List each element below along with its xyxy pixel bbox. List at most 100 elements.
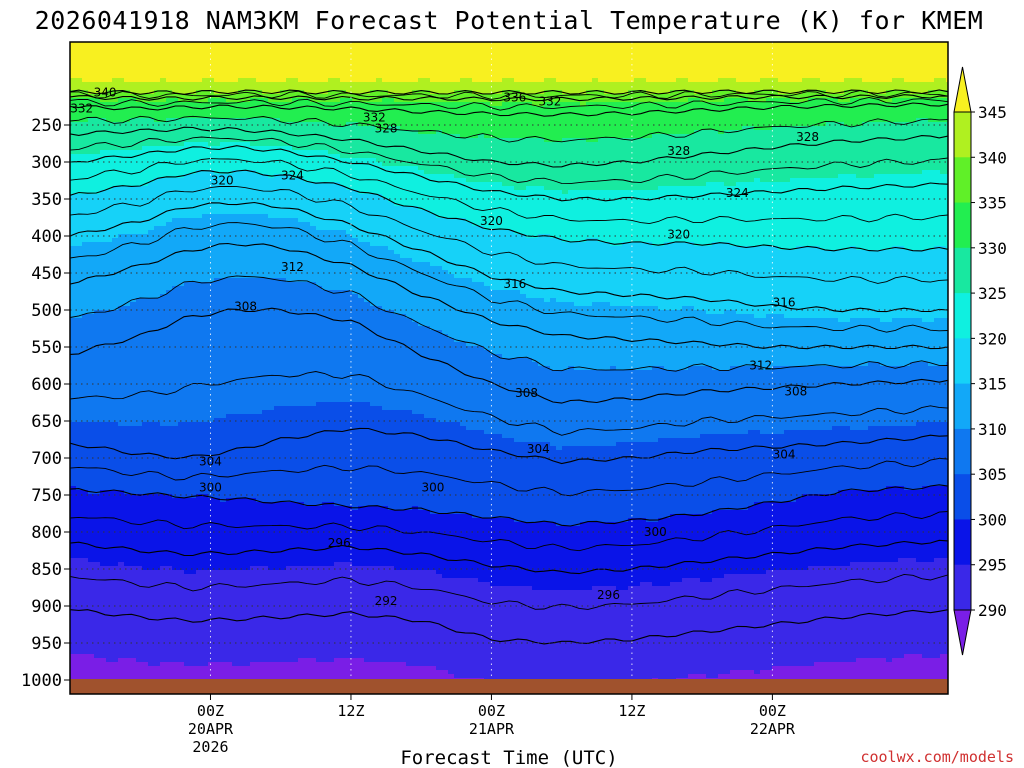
fill-cell-2775: [172, 58, 179, 63]
fill-cell-898: [100, 374, 107, 379]
fill-cell-2652: [166, 218, 173, 223]
fill-cell-3211: [184, 498, 191, 503]
fill-cell-4498: [232, 430, 239, 435]
fill-cell-3434: [196, 86, 203, 91]
fill-cell-2910: [172, 598, 179, 603]
fill-cell-1082: [106, 458, 113, 463]
fill-cell-626: [88, 590, 95, 595]
fill-cell-3166: [184, 318, 191, 323]
fill-cell-4780: [244, 254, 251, 259]
fill-cell-709: [94, 270, 101, 275]
fill-cell-4077: [220, 50, 227, 55]
fill-cell-3565: [196, 610, 203, 615]
fill-cell-1295: [112, 658, 119, 663]
fill-cell-3630: [202, 218, 209, 223]
fill-cell-2756: [166, 634, 173, 639]
fill-cell-9: [70, 78, 77, 83]
fill-cell-1421: [118, 510, 125, 515]
fill-cell-116: [70, 506, 77, 511]
fill-cell-3624: [202, 194, 209, 199]
fill-cell-1165: [112, 138, 119, 143]
fill-cell-1145: [112, 58, 119, 63]
fill-cell-4233: [220, 674, 227, 679]
fill-cell-3122: [184, 142, 191, 147]
fill-cell-3162: [184, 302, 191, 307]
fill-cell-513: [88, 138, 95, 143]
fill-cell-4713: [238, 638, 245, 643]
fill-cell-3090: [178, 666, 185, 671]
fill-cell-2926: [172, 662, 179, 667]
fill-cell-2705: [166, 430, 173, 435]
fill-cell-2701: [166, 414, 173, 419]
fill-cell-1860: [136, 310, 143, 315]
fill-cell-2999: [178, 302, 185, 307]
fill-cell-221: [76, 274, 83, 279]
fill-cell-654: [94, 50, 101, 55]
fill-cell-2951: [178, 110, 185, 115]
fill-cell-4229: [220, 658, 227, 663]
fill-cell-2919: [172, 634, 179, 639]
fill-cell-4405: [232, 58, 239, 63]
fill-cell-4333: [226, 422, 233, 427]
fill-cell-3028: [178, 418, 185, 423]
fill-cell-4043: [214, 566, 221, 571]
fill-cell-3756: [208, 70, 215, 75]
fill-cell-4520: [232, 518, 239, 523]
fill-cell-4698: [238, 578, 245, 583]
fill-cell-3481: [196, 274, 203, 279]
fill-cell-4524: [232, 534, 239, 539]
fill-cell-896: [100, 366, 107, 371]
fill-cell-2190: [148, 326, 155, 331]
fill-cell-2424: [154, 610, 161, 615]
fill-cell-204: [76, 206, 83, 211]
fill-cell-371: [82, 222, 89, 227]
fill-cell-2549: [160, 458, 167, 463]
fill-cell-2223: [148, 458, 155, 463]
fill-cell-4245: [226, 70, 233, 75]
fill-cell-4038: [214, 546, 221, 551]
fill-cell-1352: [118, 234, 125, 239]
fill-cell-3249: [184, 650, 191, 655]
fill-cell-1238: [112, 430, 119, 435]
fill-cell-581: [88, 410, 95, 415]
fill-cell-1835: [136, 210, 143, 215]
fill-cell-701: [94, 238, 101, 243]
fill-cell-2044: [142, 394, 149, 399]
fill-cell-885: [100, 322, 107, 327]
fill-cell-1060: [106, 370, 113, 375]
fill-cell-3076: [178, 610, 185, 615]
fill-cell-2912: [172, 606, 179, 611]
fill-cell-688: [94, 186, 101, 191]
fill-cell-806: [94, 658, 101, 663]
fill-cell-2014: [142, 274, 149, 279]
fill-cell-3167: [184, 322, 191, 327]
fill-cell-329: [82, 54, 89, 59]
fill-cell-3895: [208, 626, 215, 631]
fill-cell-4709: [238, 622, 245, 627]
fill-cell-4574: [238, 82, 245, 87]
fill-cell-2588: [160, 614, 167, 619]
fill-cell-1492: [124, 142, 131, 147]
fill-cell-4699: [238, 582, 245, 587]
fill-cell-1107: [106, 558, 113, 563]
fill-cell-718: [94, 306, 101, 311]
fill-cell-2129: [148, 82, 155, 87]
fill-cell-1734: [130, 458, 137, 463]
fill-cell-1212: [112, 326, 119, 331]
fill-cell-3431: [196, 74, 203, 79]
fill-cell-920: [100, 462, 107, 467]
fill-cell-243: [76, 362, 83, 367]
fill-cell-3875: [208, 546, 215, 551]
fill-cell-959: [100, 618, 107, 623]
fill-cell-855: [100, 202, 107, 207]
fill-cell-318: [76, 662, 83, 667]
fill-cell-1292: [112, 646, 119, 651]
fill-cell-3779: [208, 162, 215, 167]
fill-cell-1368: [118, 298, 125, 303]
fill-cell-1870: [136, 350, 143, 355]
fill-cell-799: [94, 630, 101, 635]
fill-cell-2376: [154, 418, 161, 423]
fill-cell-1572: [124, 462, 131, 467]
fill-cell-2881: [172, 482, 179, 487]
fill-cell-283: [76, 522, 83, 527]
